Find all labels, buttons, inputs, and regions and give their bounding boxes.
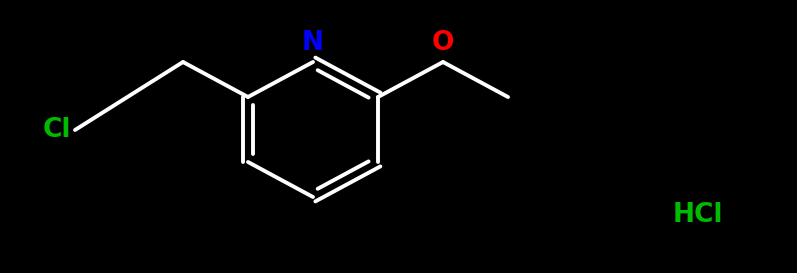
Text: HCl: HCl: [673, 202, 723, 228]
Text: N: N: [302, 30, 324, 56]
Text: O: O: [432, 30, 454, 56]
Text: Cl: Cl: [42, 117, 71, 143]
